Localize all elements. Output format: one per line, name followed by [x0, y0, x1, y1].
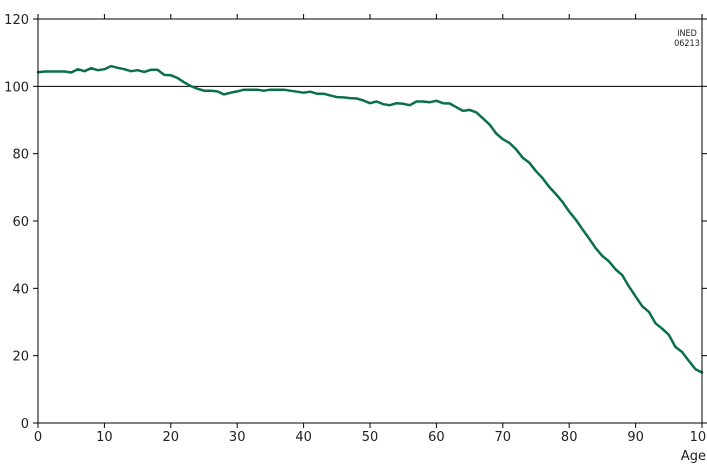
x-tick-label: 80 [561, 430, 578, 445]
x-tick-label: 100 [690, 430, 707, 445]
ined-annotation-line-2: 06213 [674, 39, 700, 49]
y-tick-label: 20 [12, 350, 29, 365]
x-tick-label: 10 [96, 430, 113, 445]
ticks-layer [33, 14, 707, 428]
x-tick-label: 40 [295, 430, 312, 445]
series-line-layer [38, 66, 702, 372]
plot-frame [38, 19, 702, 423]
y-tick-label: 80 [12, 148, 29, 163]
ined-annotation-line-1: INED [677, 29, 697, 39]
y-tick-label: 120 [4, 13, 29, 28]
y-tick-label: 60 [12, 215, 29, 230]
x-tick-label: 50 [362, 430, 379, 445]
x-tick-label: 90 [627, 430, 644, 445]
x-tick-label: 60 [428, 430, 445, 445]
y-tick-label: 0 [21, 417, 29, 432]
tick-labels-layer: 0 10 20 30 40 50 60 70 80 90 100 0 20 40 60 80 100 120 [4, 13, 707, 445]
axes-layer [38, 19, 702, 423]
x-tick-label: 0 [34, 430, 42, 445]
x-tick-label: 20 [163, 430, 180, 445]
y-tick-label: 40 [12, 282, 29, 297]
x-axis-label: Age [681, 449, 706, 463]
x-tick-label: 30 [229, 430, 246, 445]
series-line [38, 66, 702, 372]
x-tick-label: 70 [495, 430, 512, 445]
y-tick-label: 100 [4, 80, 29, 95]
